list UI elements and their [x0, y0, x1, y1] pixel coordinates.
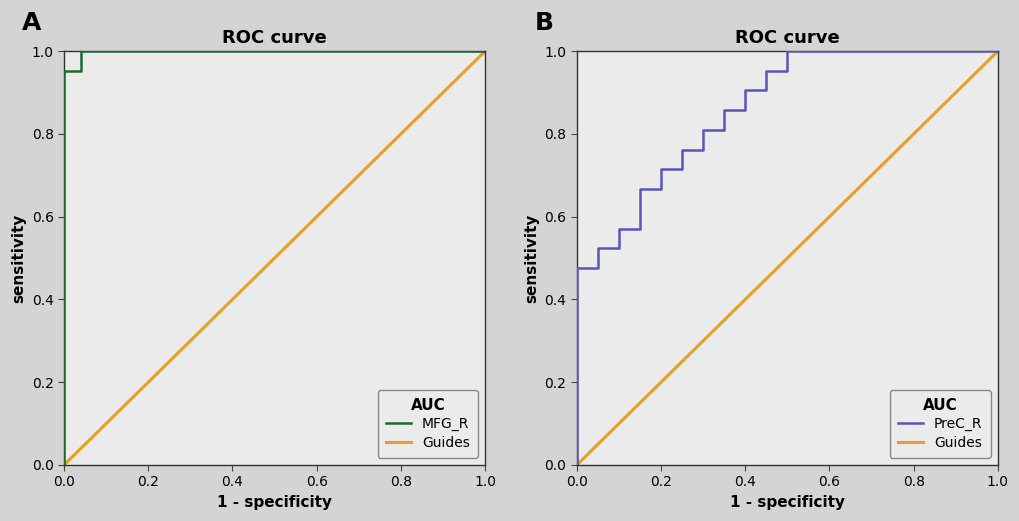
Legend: MFG_R, Guides: MFG_R, Guides [377, 390, 478, 458]
Legend: PreC_R, Guides: PreC_R, Guides [889, 390, 990, 458]
Title: ROC curve: ROC curve [735, 29, 839, 47]
Text: A: A [22, 10, 42, 34]
Text: B: B [534, 10, 553, 34]
X-axis label: 1 - specificity: 1 - specificity [730, 495, 844, 510]
Title: ROC curve: ROC curve [222, 29, 327, 47]
X-axis label: 1 - specificity: 1 - specificity [217, 495, 332, 510]
Y-axis label: sensitivity: sensitivity [524, 214, 538, 303]
Y-axis label: sensitivity: sensitivity [11, 214, 26, 303]
